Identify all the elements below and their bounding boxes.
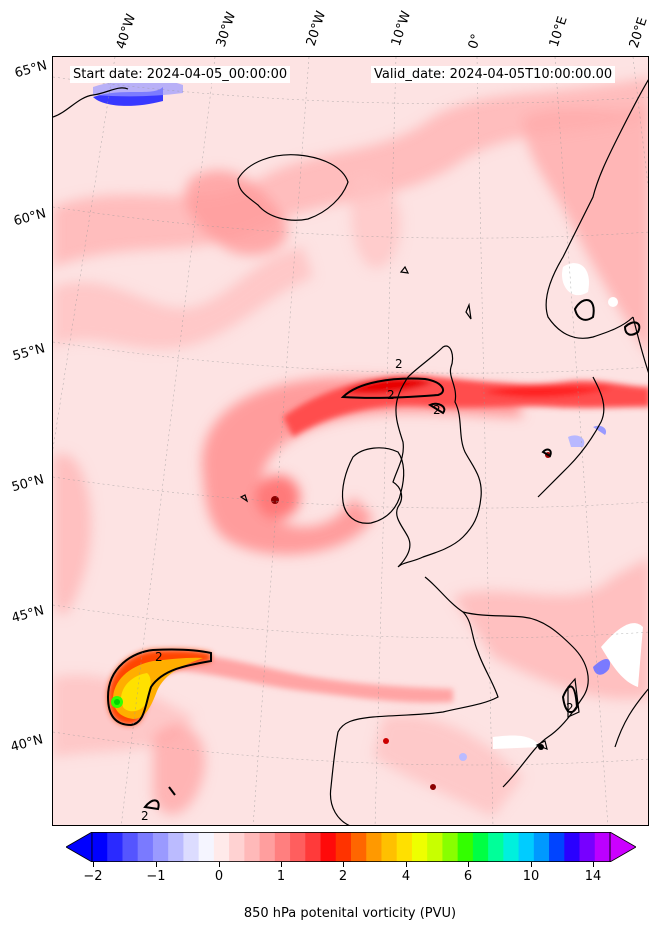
coastlines	[53, 79, 648, 825]
colorbar-segment	[122, 832, 139, 862]
pv-band-north	[283, 376, 648, 437]
pv2-contours	[143, 299, 641, 811]
lat-label-60n: 60°N	[12, 206, 48, 230]
colorbar-tickmark	[219, 862, 220, 867]
colorbar-segment	[213, 832, 230, 862]
lat-label-50n: 50°N	[10, 472, 46, 496]
pv-map: 2 2 2 2 2 2	[52, 56, 649, 826]
colorbar	[65, 831, 637, 863]
colorbar-segment	[533, 832, 550, 862]
colorbar-label: 850 hPa potenital vorticity (PVU)	[243, 906, 457, 921]
colorbar-border	[91, 832, 611, 862]
colorbar-segment	[229, 832, 245, 862]
colorbar-segment	[305, 832, 322, 862]
lat-label-65n: 65°N	[13, 58, 49, 82]
colorbar-segment	[259, 832, 276, 862]
colorbar-segment	[396, 832, 413, 862]
colorbar-tick-label: 4	[401, 869, 411, 884]
colorbar-segment	[320, 832, 337, 862]
colorbar-tickmark	[531, 862, 532, 867]
colorbar-segment	[366, 832, 382, 862]
contour-label: 2	[566, 701, 574, 715]
colorbar-extend-max	[609, 831, 637, 863]
colorbar-segment	[594, 832, 611, 862]
colorbar-tickmark	[343, 862, 344, 867]
colorbar-segment	[183, 832, 200, 862]
colorbar-segment	[274, 832, 291, 862]
contour-label: 2	[387, 388, 395, 402]
negative-pv-patches	[93, 79, 643, 761]
lon-label-30w: 30°W	[213, 10, 240, 49]
colorbar-tickmark	[593, 862, 594, 867]
colorbar-segment	[351, 832, 367, 862]
colorbar-segment	[152, 832, 169, 862]
colorbar-segment	[518, 832, 535, 862]
colorbar-segment	[290, 832, 306, 862]
lon-label-40w: 40°W	[113, 12, 140, 51]
colorbar-tickmark	[281, 862, 282, 867]
colorbar-segment	[472, 832, 489, 862]
lat-label-55n: 55°N	[11, 341, 47, 365]
colorbar-segment	[137, 832, 154, 862]
colorbar-segment	[427, 832, 443, 862]
lon-label-20e: 20°E	[626, 15, 651, 51]
colorbar-tick-label: −1	[146, 869, 166, 884]
contour-label-group: 2 2 2 2 2 2	[141, 357, 574, 823]
colorbar-tickmark	[93, 862, 94, 867]
pv-field-svg: 2 2 2 2 2 2	[53, 57, 648, 825]
colorbar-segment	[411, 832, 428, 862]
colorbar-segment	[381, 832, 398, 862]
graticule	[53, 57, 648, 825]
colorbar-tick-label: 2	[338, 869, 348, 884]
valid-date-label: Valid_date: 2024-04-05T10:00:00.00	[371, 66, 616, 83]
colorbar-segment	[503, 832, 520, 862]
colorbar-tickmark	[406, 862, 407, 867]
lat-label-45n: 45°N	[10, 603, 46, 627]
lon-label-20w: 20°W	[303, 9, 330, 48]
pv-streaks	[53, 77, 648, 817]
lon-label-10w: 10°W	[388, 9, 415, 48]
colorbar-segment	[335, 832, 352, 862]
colorbar-segment	[457, 832, 474, 862]
colorbar-segment	[168, 832, 184, 862]
colorbar-segment	[198, 832, 215, 862]
colorbar-tickmark	[156, 862, 157, 867]
colorbar-tick-label: 6	[463, 869, 473, 884]
start-date-label: Start date: 2024-04-05_00:00:00	[70, 66, 291, 83]
contour-label: 2	[141, 809, 149, 823]
colorbar-tick-label: −2	[83, 869, 103, 884]
colorbar-segment	[92, 832, 108, 862]
colorbar-svg	[65, 831, 637, 863]
colorbar-extend-min	[65, 831, 93, 863]
pv-high-blob	[106, 648, 212, 727]
colorbar-tick-label: 0	[214, 869, 224, 884]
contour-label: 2	[433, 403, 441, 417]
colorbar-segment	[488, 832, 504, 862]
colorbar-tick-label: 10	[522, 869, 540, 884]
contour-label: 2	[155, 650, 163, 664]
colorbar-segment	[107, 832, 123, 862]
colorbar-segment	[579, 832, 596, 862]
colorbar-tick-label: 1	[276, 869, 286, 884]
colorbar-segment	[442, 832, 459, 862]
colorbar-tick-label: 14	[584, 869, 602, 884]
contour-label: 2	[395, 357, 403, 371]
colorbar-tickmark	[468, 862, 469, 867]
colorbar-segment	[564, 832, 581, 862]
pv-filament-south	[153, 654, 453, 703]
colorbar-segment	[549, 832, 565, 862]
lon-label-10e: 10°E	[546, 14, 571, 50]
lon-label-0: 0°	[465, 32, 485, 51]
lat-label-40n: 40°N	[9, 732, 45, 756]
colorbar-segment	[244, 832, 261, 862]
